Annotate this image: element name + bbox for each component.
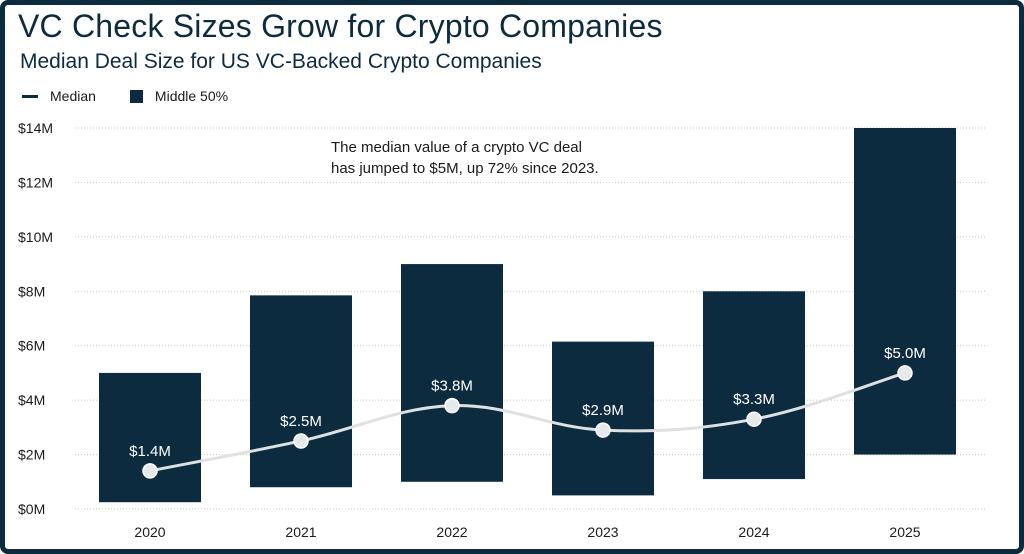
x-tick-label: 2021 [285, 524, 316, 540]
y-tick-label: $2M [18, 447, 45, 463]
y-tick-label: $12M [18, 174, 53, 190]
median-value-label: $2.5M [280, 413, 322, 430]
x-tick-label: 2023 [587, 524, 618, 540]
annotation-text: The median value of a crypto VC deal [331, 139, 582, 156]
median-value-label: $1.4M [129, 443, 171, 460]
x-tick-label: 2024 [738, 524, 769, 540]
y-tick-label: $10M [18, 229, 53, 245]
x-tick-label: 2022 [436, 524, 467, 540]
legend-middle-swatch [129, 89, 143, 103]
median-value-label: $3.3M [733, 391, 775, 408]
median-value-label: $5.0M [884, 345, 926, 362]
y-tick-label: $0M [18, 501, 45, 517]
median-point [746, 411, 762, 427]
y-tick-label: $6M [18, 338, 45, 354]
annotation-text: has jumped to $5M, up 72% since 2023. [331, 160, 599, 177]
x-tick-label: 2020 [134, 524, 165, 540]
bar-middle-50 [703, 291, 805, 480]
x-tick-label: 2025 [889, 524, 920, 540]
legend-median-swatch [22, 94, 38, 98]
median-point [444, 397, 460, 414]
chart-subtitle: Median Deal Size for US VC-Backed Crypto… [20, 50, 542, 73]
median-line [149, 371, 906, 473]
legend-item-middle: Middle 50% [129, 88, 229, 104]
median-point [293, 433, 309, 449]
bar-middle-50 [99, 372, 201, 503]
y-tick-label: $4M [18, 392, 45, 408]
median-point [595, 422, 611, 438]
y-tick-label: $14M [18, 120, 53, 136]
bar-middle-50 [250, 295, 352, 488]
median-value-label: $3.8M [431, 378, 473, 395]
bar-middle-50 [401, 264, 503, 482]
median-point [897, 365, 913, 381]
legend-middle-label: Middle 50% [154, 88, 229, 104]
median-point [142, 463, 158, 479]
bar-middle-50 [552, 341, 654, 496]
legend: Median Middle 50% [22, 88, 262, 104]
legend-item-median: Median [22, 88, 96, 104]
chart-title: VC Check Sizes Grow for Crypto Companies [18, 8, 663, 44]
legend-median-label: Median [50, 88, 96, 104]
median-value-label: $2.9M [582, 402, 624, 419]
bar-middle-50 [854, 128, 956, 455]
y-tick-label: $8M [18, 283, 45, 299]
